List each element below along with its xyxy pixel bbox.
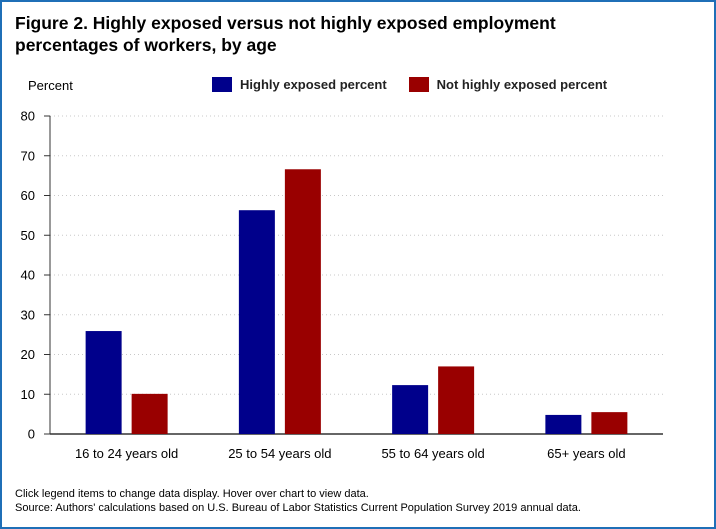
bar-highly-exposed-1[interactable] (238, 210, 275, 434)
chart-title: Figure 2. Highly exposed versus not high… (15, 12, 695, 56)
x-tick-label-2: 55 to 64 years old (381, 446, 484, 461)
title-line-2: percentages of workers, by age (15, 35, 277, 55)
bar-highly-exposed-3[interactable] (545, 414, 582, 434)
footer-note: Click legend items to change data displa… (15, 488, 369, 500)
y-axis-label: Percent (28, 78, 73, 93)
y-tick-label-0: 0 (28, 427, 35, 442)
footer-source: Source: Authors' calculations based on U… (15, 502, 581, 514)
y-tick-label-50: 50 (21, 228, 35, 243)
legend-swatch-not-highly-exposed (408, 76, 429, 92)
legend-label-highly-exposed: Highly exposed percent (240, 76, 387, 92)
y-tick-label-20: 20 (21, 347, 35, 362)
legend-swatch-highly-exposed (212, 76, 232, 92)
legend-item-not-highly-exposed[interactable]: Not highly exposed percent (408, 76, 608, 92)
legend-item-highly-exposed[interactable]: Highly exposed percent (212, 76, 387, 92)
y-tick-label-40: 40 (21, 268, 35, 283)
y-tick-label-30: 30 (21, 307, 35, 322)
bar-not-highly-exposed-1[interactable] (284, 169, 321, 434)
footer: Click legend items to change data displa… (15, 487, 705, 515)
y-tick-label-10: 10 (21, 387, 35, 402)
bar-not-highly-exposed-0[interactable] (131, 393, 168, 434)
x-tick-label-1: 25 to 54 years old (228, 446, 331, 461)
bar-highly-exposed-2[interactable] (392, 385, 429, 434)
bar-not-highly-exposed-2[interactable] (438, 366, 475, 434)
x-tick-label-0: 16 to 24 years old (75, 446, 178, 461)
bar-highly-exposed-0[interactable] (85, 331, 122, 434)
bar-not-highly-exposed-3[interactable] (591, 412, 628, 434)
title-line-1: Figure 2. Highly exposed versus not high… (15, 13, 556, 33)
y-tick-label-80: 80 (21, 109, 35, 124)
x-tick-label-3: 65+ years old (547, 446, 625, 461)
legend: Highly exposed percent Not highly expose… (212, 75, 629, 93)
legend-label-not-highly-exposed: Not highly exposed percent (436, 76, 608, 92)
y-tick-label-60: 60 (21, 188, 35, 203)
y-tick-label-70: 70 (21, 148, 35, 163)
